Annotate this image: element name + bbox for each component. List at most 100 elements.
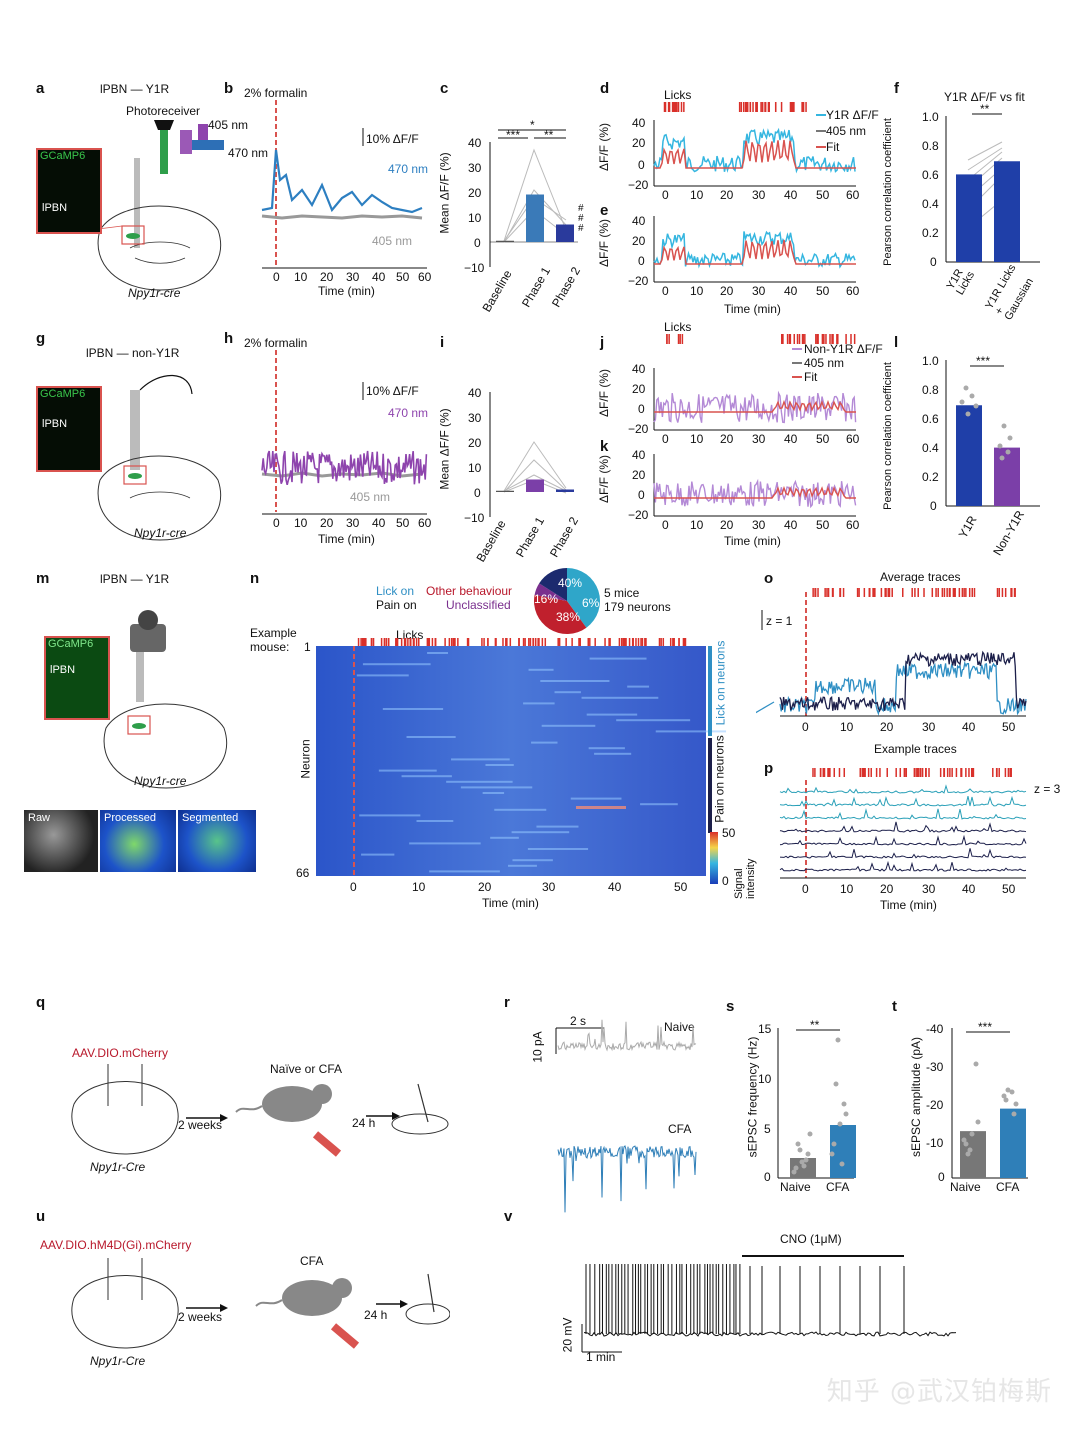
lick-tick xyxy=(632,638,634,646)
panel-letter: c xyxy=(440,80,449,97)
lick-tick xyxy=(780,102,783,112)
x-tick: 20 xyxy=(320,516,334,530)
y-tick: -20 xyxy=(926,1098,944,1112)
lick-tick xyxy=(873,588,875,597)
panel-d-e: d e Licks Y1R ΔF/F 405 nm Fit ΔF/F (%) Δ… xyxy=(594,80,879,320)
mouse-line-label: Npy1r-cre xyxy=(134,526,187,540)
lick-tick xyxy=(951,768,953,777)
lick-tick xyxy=(815,334,817,344)
lick-tick xyxy=(587,638,590,646)
x-tick: 20 xyxy=(880,882,894,896)
x-tick: 10 xyxy=(690,284,704,298)
lick-tick xyxy=(888,588,891,597)
y-tick: 0.4 xyxy=(922,441,939,455)
lick-tick xyxy=(862,768,865,777)
x-tick: 50 xyxy=(1002,882,1016,896)
lick-tick xyxy=(822,768,825,777)
panel-letter: o xyxy=(764,570,774,587)
lick-tick xyxy=(804,334,806,344)
example-trace xyxy=(779,821,1027,833)
lick-tick xyxy=(668,334,670,344)
legend-item: 405 nm xyxy=(826,124,867,138)
data-point xyxy=(831,1141,837,1147)
bar-chart xyxy=(489,129,578,267)
mouse-line-label: Npy1r-Cre xyxy=(90,1160,146,1174)
x-tick: 20 xyxy=(880,720,894,734)
trace-470-label: 470 nm xyxy=(388,406,429,420)
lick-tick xyxy=(365,638,367,646)
trace-405-label: 405 nm xyxy=(372,234,413,248)
x-tick: 40 xyxy=(784,284,798,298)
lick-tick xyxy=(829,768,831,777)
x-axis-label: Time (min) xyxy=(880,898,937,912)
lick-tick xyxy=(913,768,916,777)
panel-i: i Mean ΔF/F (%) 40 30 20 10 0 −10 Baseli… xyxy=(438,330,588,564)
lick-tick xyxy=(663,102,666,112)
x-tick: 30 xyxy=(922,882,936,896)
stimulus-label: 2% formalin xyxy=(244,336,308,350)
lick-tick xyxy=(789,334,792,344)
x-tick: 40 xyxy=(372,270,386,284)
y-tick: 0 xyxy=(638,402,645,416)
lick-tick xyxy=(761,102,764,112)
trace-plot xyxy=(261,100,427,269)
protocol-diagram xyxy=(71,1064,449,1157)
naive-label: Naive xyxy=(664,1020,695,1034)
lick-tick xyxy=(452,638,455,646)
lick-tick xyxy=(579,638,581,646)
bar-chart xyxy=(945,360,1040,507)
lick-tick xyxy=(571,638,573,646)
condition-label: Naïve or CFA xyxy=(270,1062,343,1076)
example-label: mouse: xyxy=(250,640,290,654)
lick-tick xyxy=(395,638,397,646)
licks-label: Licks xyxy=(664,320,692,334)
y-tick: −10 xyxy=(464,261,485,275)
x-tick: 50 xyxy=(1002,720,1016,734)
heatmap-streak xyxy=(570,797,622,800)
data-point xyxy=(1001,423,1007,429)
lick-tick xyxy=(958,588,961,597)
lick-tick xyxy=(821,334,824,344)
bar-y1r-licks-gaussian xyxy=(994,161,1020,262)
heatmap-streak xyxy=(540,680,610,682)
y-tick: 20 xyxy=(632,136,646,150)
bar-phase-1 xyxy=(526,194,544,242)
lick-tick xyxy=(792,102,794,112)
y-tick: -30 xyxy=(926,1060,944,1074)
lick-tick xyxy=(755,102,757,112)
lick-tick xyxy=(832,588,834,597)
lick-tick xyxy=(917,588,919,597)
group-label: Pain on neurons xyxy=(712,735,727,823)
example-trace xyxy=(779,834,1027,846)
photometry-setup-diagram xyxy=(89,120,224,291)
lick-tick xyxy=(667,102,670,112)
lick-tick xyxy=(823,334,825,344)
lick-tick xyxy=(963,588,965,597)
lick-tick xyxy=(628,638,631,646)
heatmap-streak xyxy=(485,764,514,766)
x-tick: 30 xyxy=(752,284,766,298)
data-point xyxy=(969,1131,975,1137)
x-tick: 30 xyxy=(752,188,766,202)
y-tick: 20 xyxy=(632,382,646,396)
lick-tick xyxy=(859,768,862,777)
bar-chart xyxy=(951,1028,1028,1179)
time-scale-label: 2 s xyxy=(570,1014,587,1028)
lick-tick xyxy=(867,768,870,777)
chart-title: Y1R ΔF/F vs fit xyxy=(944,90,1025,104)
lick-tick xyxy=(409,638,412,646)
virus-label: AAV.DIO.hM4D(Gi).mCherry xyxy=(40,1238,192,1252)
data-point xyxy=(829,1151,835,1157)
lick-tick xyxy=(845,334,847,344)
data-point xyxy=(973,403,979,409)
lick-tick xyxy=(637,638,640,646)
x-tick: 60 xyxy=(846,284,860,298)
lick-tick xyxy=(856,588,859,597)
heatmap-streak xyxy=(361,853,395,856)
panel-j-k: j k Licks Non-Y1R ΔF/F 405 nm Fit ΔF/F (… xyxy=(594,320,883,560)
data-point xyxy=(803,1157,809,1163)
lick-tick xyxy=(745,102,748,112)
y-tick: 20 xyxy=(468,186,482,200)
subtitle: Example traces xyxy=(874,742,957,756)
lick-tick xyxy=(760,102,762,112)
